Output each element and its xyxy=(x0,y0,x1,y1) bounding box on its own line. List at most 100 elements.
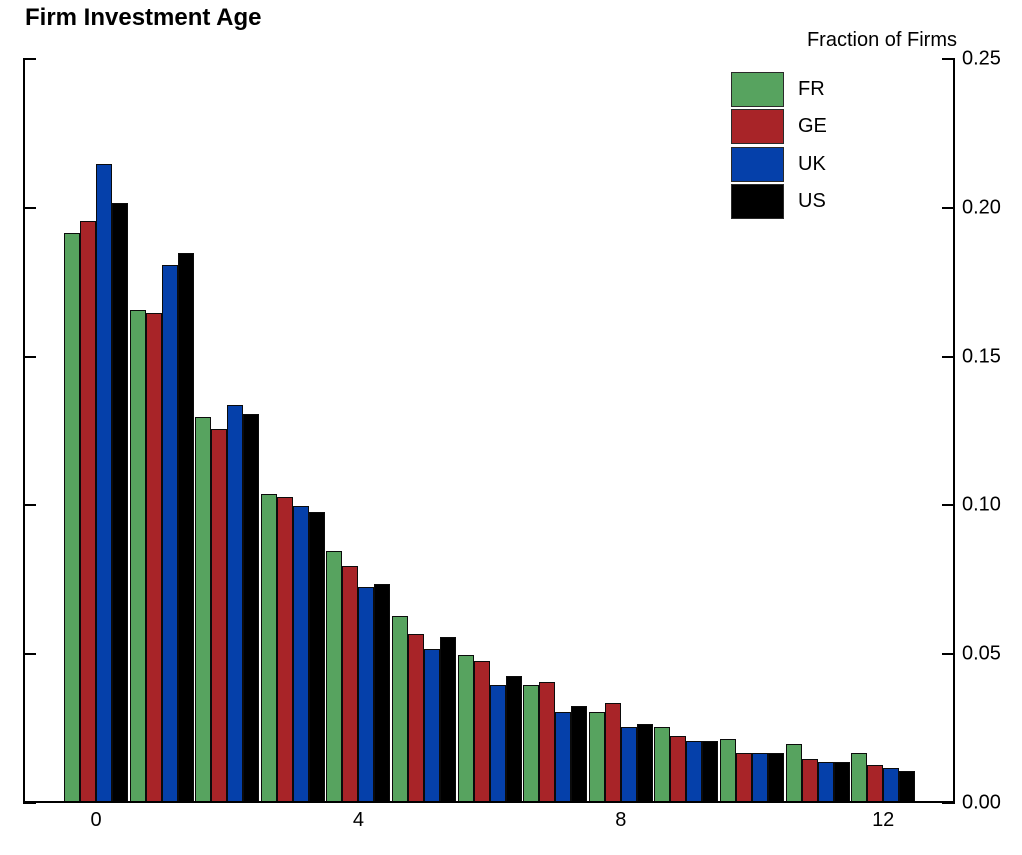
left-axis-spine xyxy=(23,59,25,803)
bar-uk-age-9 xyxy=(686,741,703,801)
bar-ge-age-12 xyxy=(867,765,884,801)
legend-swatch-uk xyxy=(731,146,784,182)
bar-us-age-3 xyxy=(308,512,325,801)
bar-group-age-11 xyxy=(785,744,850,801)
y-tick-label: 0.05 xyxy=(962,642,1001,665)
bar-group-age-5 xyxy=(392,616,456,801)
bar-us-age-7 xyxy=(571,706,588,801)
y-tick-label: 0.00 xyxy=(962,791,1001,814)
legend-swatch-ge xyxy=(731,109,784,145)
x-tick-label: 4 xyxy=(352,809,364,831)
bar-uk-age-2 xyxy=(227,405,244,801)
bar-uk-age-6 xyxy=(489,685,506,801)
bar-fr-age-12 xyxy=(851,753,868,801)
bar-us-age-2 xyxy=(243,414,260,801)
y-tick-right xyxy=(942,206,955,209)
bar-ge-age-7 xyxy=(539,682,556,801)
bar-ge-age-2 xyxy=(211,429,228,801)
y-tick-left xyxy=(23,802,36,804)
y-tick-label: 0.25 xyxy=(962,47,1001,70)
legend-label-fr: FR xyxy=(798,78,825,100)
legend-swatch-us xyxy=(731,183,784,219)
bar-fr-age-8 xyxy=(588,712,605,801)
y-tick-right xyxy=(942,653,955,656)
bar-fr-age-3 xyxy=(260,494,277,801)
bar-ge-age-9 xyxy=(670,736,687,801)
bar-ge-age-0 xyxy=(80,221,96,801)
y-tick-label: 0.20 xyxy=(962,196,1001,219)
y-tick-right xyxy=(942,355,955,358)
bar-us-age-1 xyxy=(177,253,194,801)
bar-uk-age-4 xyxy=(358,587,375,801)
bar-group-age-1 xyxy=(129,253,194,801)
bar-fr-age-2 xyxy=(195,417,212,801)
bar-us-age-11 xyxy=(833,762,850,801)
legend-swatch-fr xyxy=(731,72,784,107)
bar-group-age-7 xyxy=(523,682,588,801)
y-tick-left xyxy=(23,653,36,656)
legend-label-ge: GE xyxy=(798,115,827,138)
bar-fr-age-6 xyxy=(457,655,474,801)
bar-fr-age-5 xyxy=(392,616,408,801)
plot-area xyxy=(23,58,955,804)
bar-ge-age-1 xyxy=(145,313,162,801)
legend-item-us: US xyxy=(731,183,826,219)
y-tick-left xyxy=(23,58,36,60)
bar-uk-age-1 xyxy=(161,265,178,801)
bar-group-age-6 xyxy=(457,655,522,801)
bar-us-age-6 xyxy=(505,676,522,801)
bar-us-age-5 xyxy=(440,637,456,801)
bar-ge-age-5 xyxy=(408,634,424,801)
bar-us-age-9 xyxy=(702,741,719,801)
bar-us-age-0 xyxy=(112,203,128,801)
bar-fr-age-4 xyxy=(326,551,343,801)
bar-uk-age-5 xyxy=(424,649,440,801)
legend-item-ge: GE xyxy=(731,109,827,145)
legend-label-us: US xyxy=(798,189,826,212)
bar-us-age-10 xyxy=(768,753,784,801)
bar-group-age-12 xyxy=(851,753,916,801)
bar-ge-age-10 xyxy=(736,753,752,801)
right-axis-spine xyxy=(953,59,955,803)
bar-uk-age-3 xyxy=(292,506,309,801)
bar-fr-age-11 xyxy=(785,744,802,801)
bar-ge-age-6 xyxy=(473,661,490,801)
legend-label-uk: UK xyxy=(798,152,826,175)
bar-uk-age-10 xyxy=(752,753,768,801)
bar-fr-age-7 xyxy=(523,685,540,801)
x-tick-label: 8 xyxy=(615,809,627,831)
legend-item-uk: UK xyxy=(731,146,826,182)
bar-group-age-3 xyxy=(260,494,325,801)
y-tick-left xyxy=(23,355,36,358)
bar-fr-age-1 xyxy=(129,310,146,801)
bar-group-age-9 xyxy=(654,727,719,801)
x-tick-label: 0 xyxy=(90,809,102,831)
bar-ge-age-4 xyxy=(342,566,359,801)
legend-item-fr: FR xyxy=(731,72,825,107)
y-tick-label: 0.15 xyxy=(962,345,1001,368)
y-tick-label: 0.10 xyxy=(962,493,1001,516)
bar-uk-age-12 xyxy=(883,768,900,801)
bar-uk-age-0 xyxy=(96,164,112,801)
bar-us-age-8 xyxy=(636,724,653,801)
y-tick-left xyxy=(23,504,36,507)
x-tick-label: 12 xyxy=(872,809,895,831)
y-tick-left xyxy=(23,206,36,209)
bar-uk-age-8 xyxy=(620,727,637,801)
y-tick-right xyxy=(942,504,955,507)
y-tick-right xyxy=(942,802,955,804)
bar-fr-age-0 xyxy=(64,233,80,801)
y-axis-title: Fraction of Firms xyxy=(806,29,957,51)
bar-group-age-8 xyxy=(588,703,653,801)
bar-us-age-4 xyxy=(374,584,391,801)
bar-group-age-0 xyxy=(64,164,128,801)
bar-uk-age-11 xyxy=(817,762,834,801)
bar-ge-age-8 xyxy=(604,703,621,801)
bar-ge-age-3 xyxy=(276,497,293,801)
bar-us-age-12 xyxy=(899,771,916,801)
bar-fr-age-10 xyxy=(720,739,736,801)
chart-title: Firm Investment Age xyxy=(25,4,262,31)
bar-fr-age-9 xyxy=(654,727,671,801)
bar-group-age-2 xyxy=(195,405,260,801)
